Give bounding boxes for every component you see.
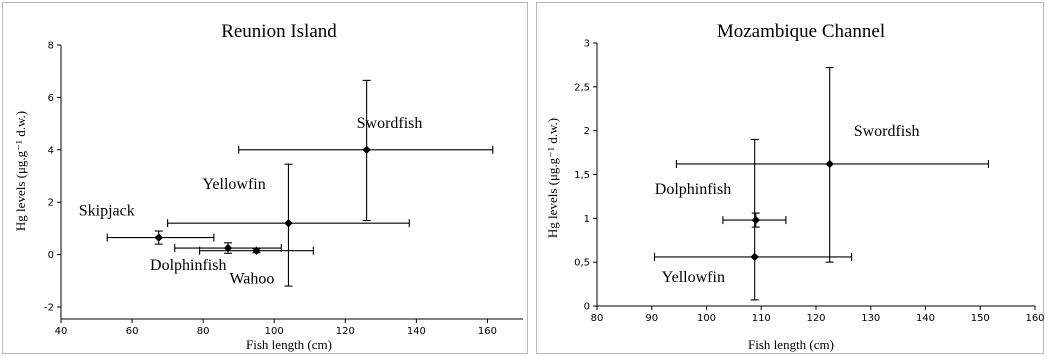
- x-tick-label: 140: [407, 326, 426, 337]
- x-tick-label: 100: [697, 313, 716, 324]
- x-axis-label: Fish length (cm): [748, 337, 834, 352]
- y-tick-label: 1: [584, 214, 590, 225]
- y-tick-label: 3: [584, 39, 590, 50]
- data-point: [750, 252, 759, 262]
- series-label: Wahoo: [229, 271, 274, 288]
- series-swordfish: Swordfish: [238, 79, 494, 222]
- series-yellowfin: Yellowfin: [167, 163, 410, 287]
- y-tick-label: 6: [48, 93, 54, 104]
- y-tick-label: 0,5: [574, 258, 590, 269]
- data-point: [825, 159, 834, 169]
- data-point: [252, 246, 261, 255]
- x-tick-label: 80: [197, 326, 210, 337]
- series-label: Dolphinfish: [655, 181, 731, 198]
- y-tick-label: 1,5: [574, 170, 590, 181]
- y-tick-label: -2: [44, 303, 54, 314]
- x-tick-label: 140: [916, 313, 935, 324]
- x-tick-label: 60: [126, 326, 139, 337]
- axes: 0 0,5 1 1,5 2 2,5 3 80 90 100 110 120 130 140 150 160: [574, 39, 1044, 325]
- chart-svg-mozambique: Mozambique Channel Fish length (cm) Hg l…: [545, 21, 1045, 352]
- x-tick-label: 80: [591, 313, 604, 324]
- chart-svg-reunion: Reunion Island Fish length (cm) Hg level…: [13, 21, 523, 352]
- series-label: Yellowfin: [662, 269, 725, 286]
- x-tick-label: 40: [55, 326, 68, 337]
- series-label: Yellowfin: [202, 176, 265, 193]
- x-axis-label: Fish length (cm): [246, 337, 332, 352]
- y-tick-label: 8: [48, 41, 54, 52]
- chart-title: Reunion Island: [221, 21, 337, 42]
- series-label: Swordfish: [854, 123, 920, 140]
- data-point: [154, 233, 163, 242]
- x-tick-label: 150: [971, 313, 990, 324]
- x-tick-label: 130: [861, 313, 880, 324]
- chart-title: Mozambique Channel: [717, 21, 885, 42]
- series-wahoo: Wahoo: [199, 246, 314, 288]
- y-tick-label: 2: [584, 126, 590, 137]
- x-tick-label: 120: [336, 326, 355, 337]
- series-swordfish: Swordfish: [675, 66, 990, 263]
- y-tick-label: 0: [48, 250, 54, 261]
- x-tick-label: 160: [478, 326, 497, 337]
- x-tick-label: 120: [806, 313, 825, 324]
- x-tick-label: 100: [265, 326, 284, 337]
- chart-mozambique-channel: Mozambique Channel Fish length (cm) Hg l…: [536, 2, 1045, 354]
- data-point: [751, 215, 760, 225]
- series-skipjack: Skipjack: [79, 203, 215, 245]
- data-point: [284, 218, 293, 228]
- y-axis-label: Hg levels (μg.g⁻¹ d.w.): [545, 118, 560, 238]
- x-tick-label: 110: [752, 313, 771, 324]
- axes: -2 0 2 4 6 8 40 60 80 100 120 140 160: [44, 41, 523, 337]
- y-tick-label: 2,5: [574, 82, 590, 93]
- series-dolphinfish: Dolphinfish: [655, 181, 787, 228]
- chart-reunion-island: Reunion Island Fish length (cm) Hg level…: [2, 2, 528, 354]
- series-dolphinfish: Dolphinfish: [150, 242, 282, 274]
- x-tick-label: 90: [645, 313, 658, 324]
- x-tick-label: 160: [1025, 313, 1044, 324]
- series-label: Swordfish: [357, 115, 423, 132]
- y-tick-label: 2: [48, 198, 54, 209]
- y-tick-label: 4: [48, 145, 54, 156]
- data-point: [362, 145, 371, 154]
- series-label: Dolphinfish: [150, 257, 226, 274]
- y-axis-label: Hg levels (μg.g⁻¹ d.w.): [13, 111, 28, 231]
- y-tick-label: 0: [584, 302, 590, 313]
- series-label: Skipjack: [79, 203, 135, 220]
